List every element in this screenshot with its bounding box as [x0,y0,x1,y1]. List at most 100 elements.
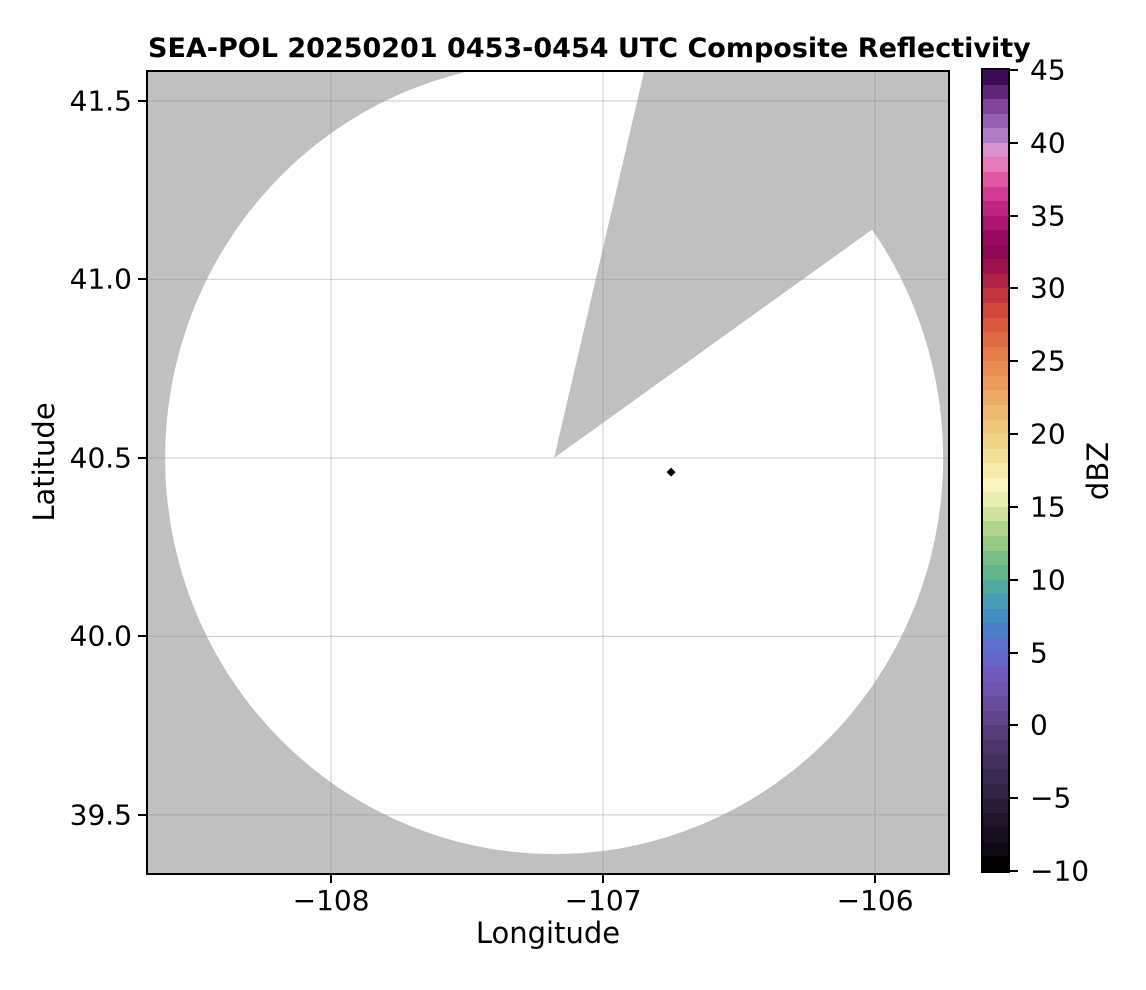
colorbar-band [983,492,1008,507]
missing-data-sector [554,72,948,458]
y-tick-mark [138,635,146,638]
colorbar-band [983,477,1008,493]
colorbar-band [983,754,1008,769]
colorbar-band [983,288,1008,303]
colorbar-band [983,448,1008,464]
colorbar-band [983,696,1008,711]
colorbar-band [983,171,1008,187]
colorbar-tick-label: 10 [1030,563,1066,597]
colorbar-tick-label: −5 [1030,781,1072,815]
colorbar-band [983,390,1008,405]
colorbar-band [983,783,1008,799]
x-tick-mark [330,875,333,883]
map-axes [146,70,950,875]
colorbar-band [983,99,1008,114]
colorbar-band [983,303,1008,318]
colorbar-band [983,84,1008,100]
colorbar-band [983,841,1008,857]
colorbar-tick-label: 25 [1030,344,1066,378]
y-tick-label: 41.0 [69,262,132,296]
y-axis-label: Latitude [27,402,61,522]
colorbar-tick-mark [1010,69,1018,71]
x-tick-label: −106 [836,884,914,917]
y-tick-label: 40.5 [69,441,132,475]
colorbar-tick-mark [1010,505,1018,508]
colorbar-band [983,565,1008,580]
colorbar-tick-mark [1010,578,1018,581]
plot-title: SEA-POL 20250201 0453-0454 UTC Composite… [148,33,1031,64]
colorbar-band [983,550,1008,566]
colorbar [981,68,1010,873]
colorbar-band [983,739,1008,755]
colorbar-band [983,463,1008,478]
colorbar-band [983,70,1008,85]
colorbar-tick-mark [1010,724,1018,727]
colorbar-band [983,710,1008,726]
colorbar-band [983,201,1008,216]
y-tick-label: 40.0 [69,619,132,653]
colorbar-band [983,361,1008,376]
colorbar-tick-mark [1010,433,1018,436]
echo-marker-diamond [666,467,676,477]
colorbar-tick-mark [1010,651,1018,654]
y-tick-label: 41.5 [69,84,132,118]
colorbar-tick-label: 45 [1030,53,1066,87]
x-tick-label: −108 [292,884,370,917]
colorbar-band [983,273,1008,289]
colorbar-band [983,215,1008,231]
colorbar-band [983,317,1008,333]
colorbar-band [983,579,1008,595]
colorbar-tick-label: 20 [1030,417,1066,451]
colorbar-band [983,375,1008,391]
colorbar-band [983,434,1008,449]
colorbar-band [983,652,1008,668]
colorbar-tick-mark [1010,797,1018,800]
radar-coverage-map [148,72,948,873]
colorbar-band [983,186,1008,202]
colorbar-band [983,594,1008,609]
colorbar-tick-mark [1010,141,1018,144]
y-tick-mark [138,99,146,102]
y-tick-mark [138,278,146,281]
colorbar-tick-mark [1010,870,1018,872]
colorbar-band [983,346,1008,362]
y-tick-mark [138,813,146,816]
colorbar-band [983,419,1008,435]
colorbar-band [983,637,1008,653]
colorbar-band [983,230,1008,245]
x-axis-label: Longitude [475,916,621,950]
y-tick-label: 39.5 [69,798,132,832]
colorbar-band [983,608,1008,624]
colorbar-band [983,725,1008,740]
colorbar-band [983,827,1008,842]
colorbar-band [983,856,1008,871]
colorbar-tick-label: 40 [1030,126,1066,160]
colorbar-tick-label: 5 [1030,636,1048,670]
colorbar-band [983,769,1008,784]
colorbar-band [983,798,1008,813]
colorbar-tick-label: 30 [1030,271,1066,305]
colorbar-band [983,506,1008,522]
colorbar-band [983,128,1008,143]
colorbar-band [983,623,1008,638]
colorbar-band [983,244,1008,260]
colorbar-band [983,404,1008,420]
colorbar-band [983,259,1008,274]
x-tick-label: −107 [564,884,642,917]
x-tick-mark [602,875,605,883]
colorbar-band [983,667,1008,682]
colorbar-tick-label: −10 [1030,854,1090,888]
colorbar-band [983,521,1008,536]
colorbar-tick-label: 15 [1030,490,1066,524]
y-tick-mark [138,456,146,459]
colorbar-tick-mark [1010,214,1018,217]
colorbar-band [983,812,1008,828]
colorbar-band [983,113,1008,129]
colorbar-band [983,681,1008,697]
colorbar-tick-mark [1010,360,1018,363]
colorbar-band [983,332,1008,347]
colorbar-tick-label: 0 [1030,708,1048,742]
colorbar-band [983,157,1008,172]
colorbar-label: dBZ [1081,441,1115,501]
